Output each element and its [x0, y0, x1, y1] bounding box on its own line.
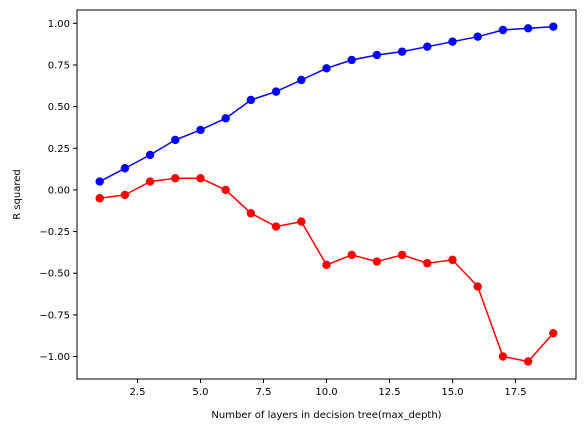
- series-2-point: [297, 217, 306, 226]
- series-1-point: [171, 135, 180, 145]
- y-tick-label: 0.75: [48, 60, 70, 71]
- series-2-line: [99, 177, 554, 363]
- series-2-point: [473, 282, 482, 291]
- y-tick-label: 0.25: [48, 144, 70, 155]
- series-2-point: [523, 357, 533, 366]
- series-1-point: [498, 25, 508, 35]
- series-2-point: [322, 260, 331, 270]
- series-2-point: [498, 352, 508, 361]
- series-1-point: [271, 87, 281, 96]
- series-1-point: [145, 150, 155, 160]
- series-1-point: [397, 47, 407, 56]
- y-tick-label: 0.00: [48, 185, 70, 196]
- series-2-point: [397, 250, 407, 260]
- series-1-point: [523, 24, 533, 33]
- series-1-point: [297, 75, 306, 85]
- y-tick-label: −0.50: [39, 269, 70, 280]
- x-tick-label: 5.0: [193, 387, 209, 398]
- series-1-point: [347, 55, 356, 65]
- y-tick-label: −0.75: [39, 310, 70, 321]
- series-1-point: [221, 114, 230, 123]
- series-1-point: [372, 50, 382, 60]
- series-2-point: [549, 328, 558, 338]
- series-2-point: [246, 209, 256, 218]
- series-1-line: [99, 25, 554, 183]
- x-tick-label: 17.5: [504, 387, 526, 398]
- series-2-point: [448, 255, 457, 265]
- series-2-point: [95, 194, 104, 203]
- x-tick-label: 12.5: [378, 387, 400, 398]
- series-1-point: [549, 22, 558, 31]
- x-tick-label: 7.5: [256, 387, 272, 398]
- series-2-point: [423, 259, 432, 268]
- series-1-point: [196, 125, 205, 135]
- series-1-point: [95, 177, 104, 186]
- series-2-point: [145, 177, 155, 186]
- series-1-point: [120, 164, 130, 173]
- y-axis-label: R squared: [12, 169, 23, 220]
- series-2-point: [171, 174, 180, 183]
- series-layer: [95, 22, 558, 366]
- series-1-point: [246, 95, 256, 105]
- x-tick-label: 10.0: [315, 387, 337, 398]
- series-2-point: [120, 190, 130, 200]
- series-1-point: [423, 42, 432, 51]
- x-tick-label: 15.0: [441, 387, 463, 398]
- x-axis-label: Number of layers in decision tree(max_de…: [211, 410, 441, 421]
- series-1-point: [473, 32, 482, 41]
- series-2-point: [347, 250, 356, 260]
- series-1-point: [322, 64, 331, 73]
- axes-layer: 2.5 5.0 7.5 10.0 12.5 15.0 17.5 −1.00 −0.75 −0.50…: [39, 19, 526, 398]
- y-tick-label: 0.50: [48, 102, 70, 113]
- y-tick-label: −0.25: [39, 227, 70, 238]
- series-2-point: [372, 257, 382, 266]
- series-2-point: [196, 174, 205, 183]
- y-tick-label: −1.00: [39, 352, 70, 363]
- series-2-point: [271, 222, 281, 231]
- series-2-point: [221, 185, 230, 195]
- series-1-point: [448, 37, 457, 46]
- x-tick-label: 2.5: [130, 387, 146, 398]
- y-tick-label: 1.00: [48, 19, 70, 30]
